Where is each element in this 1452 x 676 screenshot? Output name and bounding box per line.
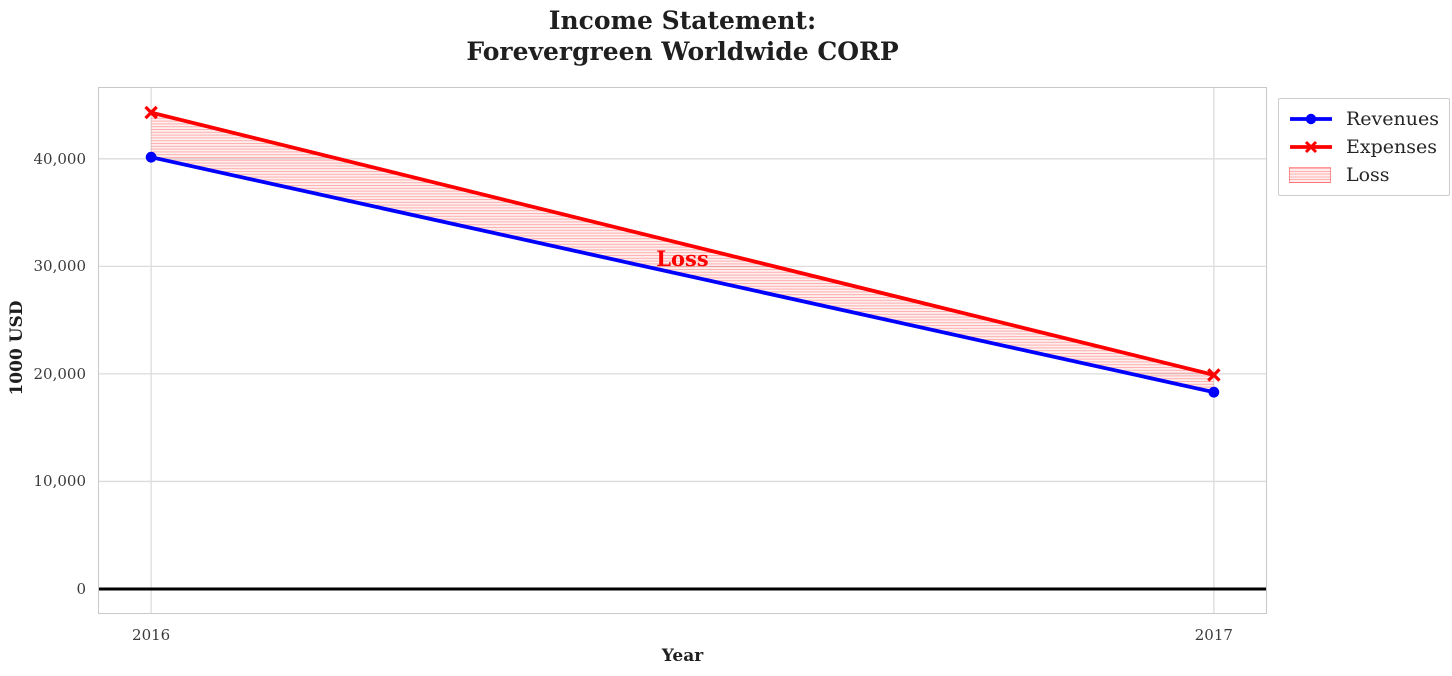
x-axis-label: Year — [661, 646, 704, 666]
revenues-line — [150, 155, 1215, 395]
x-marker-icon — [1304, 140, 1318, 154]
legend-revenues-line-icon — [1289, 109, 1333, 129]
plot-canvas: Loss — [98, 87, 1267, 614]
y-tick-label: 0 — [76, 579, 86, 598]
loss-area — [151, 112, 1214, 393]
x-tick-label: 2016 — [132, 626, 171, 644]
legend-item-loss: Loss — [1289, 161, 1439, 189]
expenses-marker — [1207, 368, 1221, 382]
loss-hatch-swatch — [1289, 167, 1331, 183]
y-tick-label: 10,000 — [33, 472, 87, 491]
legend-item-revenues: Revenues — [1289, 105, 1439, 133]
chart-title: Income Statement: Forevergreen Worldwide… — [466, 6, 899, 66]
plot-area: Loss — [98, 87, 1267, 614]
y-tick-label: 20,000 — [33, 364, 87, 383]
legend-sample-canvas — [1290, 140, 1332, 154]
revenues-marker — [145, 151, 157, 163]
legend-label: Revenues — [1346, 108, 1439, 130]
loss-annotation: Loss — [656, 246, 708, 271]
expenses-marker — [144, 105, 158, 120]
legend-label: Expenses — [1346, 136, 1437, 158]
circle-marker-icon — [1305, 113, 1317, 125]
legend-item-expenses: Expenses — [1289, 133, 1439, 161]
y-tick-label: 30,000 — [33, 257, 87, 276]
x-tick-label: 2017 — [1194, 626, 1233, 644]
legend: Revenues Expenses Loss — [1278, 98, 1450, 196]
revenues-marker — [1208, 386, 1220, 398]
expenses-line — [150, 110, 1215, 377]
legend-sample-canvas — [1290, 113, 1332, 125]
legend-label: Loss — [1346, 164, 1390, 186]
y-axis-label: 1000 USD — [7, 300, 27, 396]
legend-expenses-line-icon — [1289, 137, 1333, 157]
legend-loss-patch-icon — [1289, 165, 1333, 185]
y-tick-label: 40,000 — [33, 149, 87, 168]
